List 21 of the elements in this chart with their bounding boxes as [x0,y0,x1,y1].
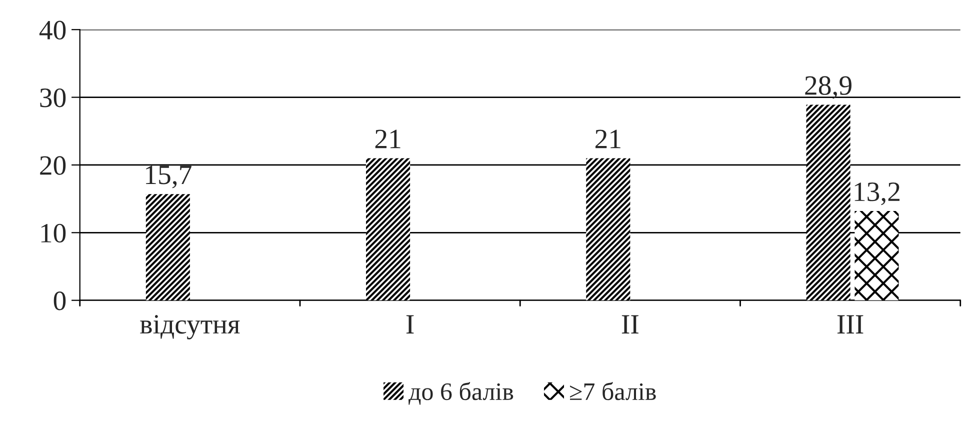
data-label: 13,2 [854,182,900,206]
y-tick-label: 10 [41,224,66,243]
bar [806,104,850,300]
data-label: 15,7 [146,166,192,188]
bar [146,194,190,300]
bar [854,210,899,300]
y-tick-label: 30 [40,88,66,108]
legend-label: ≥7 балів [570,382,656,400]
data-label: 21 [595,130,620,148]
y-tick-label: 20 [40,156,66,175]
legend-label: до 6 балів [408,382,514,405]
x-tick-label: відсутня [140,315,240,340]
bar [366,158,410,300]
x-tick-label: II [622,315,638,334]
x-tick-label: I [406,315,414,334]
y-tick-label: 40 [39,20,66,40]
y-tick-label: 0 [54,291,66,310]
data-label: 28,9 [805,76,852,99]
bar [586,158,630,300]
x-tick-label: III [837,315,864,334]
data-label: 21 [375,130,400,148]
